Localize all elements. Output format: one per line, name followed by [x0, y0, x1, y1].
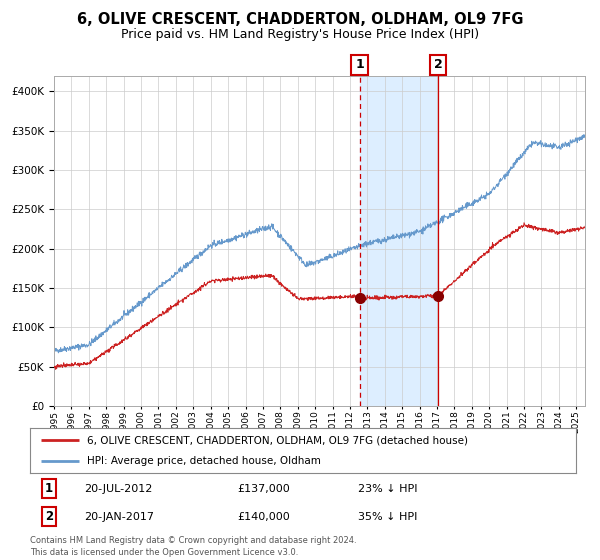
Text: Contains HM Land Registry data © Crown copyright and database right 2024.
This d: Contains HM Land Registry data © Crown c…	[30, 536, 356, 557]
Text: Price paid vs. HM Land Registry's House Price Index (HPI): Price paid vs. HM Land Registry's House …	[121, 28, 479, 41]
Text: £140,000: £140,000	[238, 512, 290, 522]
Text: 2: 2	[434, 58, 442, 72]
Text: 23% ↓ HPI: 23% ↓ HPI	[358, 484, 417, 494]
Text: £137,000: £137,000	[238, 484, 290, 494]
Text: 1: 1	[355, 58, 364, 72]
Text: 2: 2	[45, 510, 53, 524]
Text: 20-JUL-2012: 20-JUL-2012	[85, 484, 153, 494]
Text: HPI: Average price, detached house, Oldham: HPI: Average price, detached house, Oldh…	[88, 456, 321, 466]
Text: 35% ↓ HPI: 35% ↓ HPI	[358, 512, 417, 522]
Text: 6, OLIVE CRESCENT, CHADDERTON, OLDHAM, OL9 7FG (detached house): 6, OLIVE CRESCENT, CHADDERTON, OLDHAM, O…	[88, 436, 469, 446]
Text: 6, OLIVE CRESCENT, CHADDERTON, OLDHAM, OL9 7FG: 6, OLIVE CRESCENT, CHADDERTON, OLDHAM, O…	[77, 12, 523, 27]
Text: 20-JAN-2017: 20-JAN-2017	[85, 512, 155, 522]
Bar	[359, 76, 438, 406]
Text: 1: 1	[45, 482, 53, 496]
